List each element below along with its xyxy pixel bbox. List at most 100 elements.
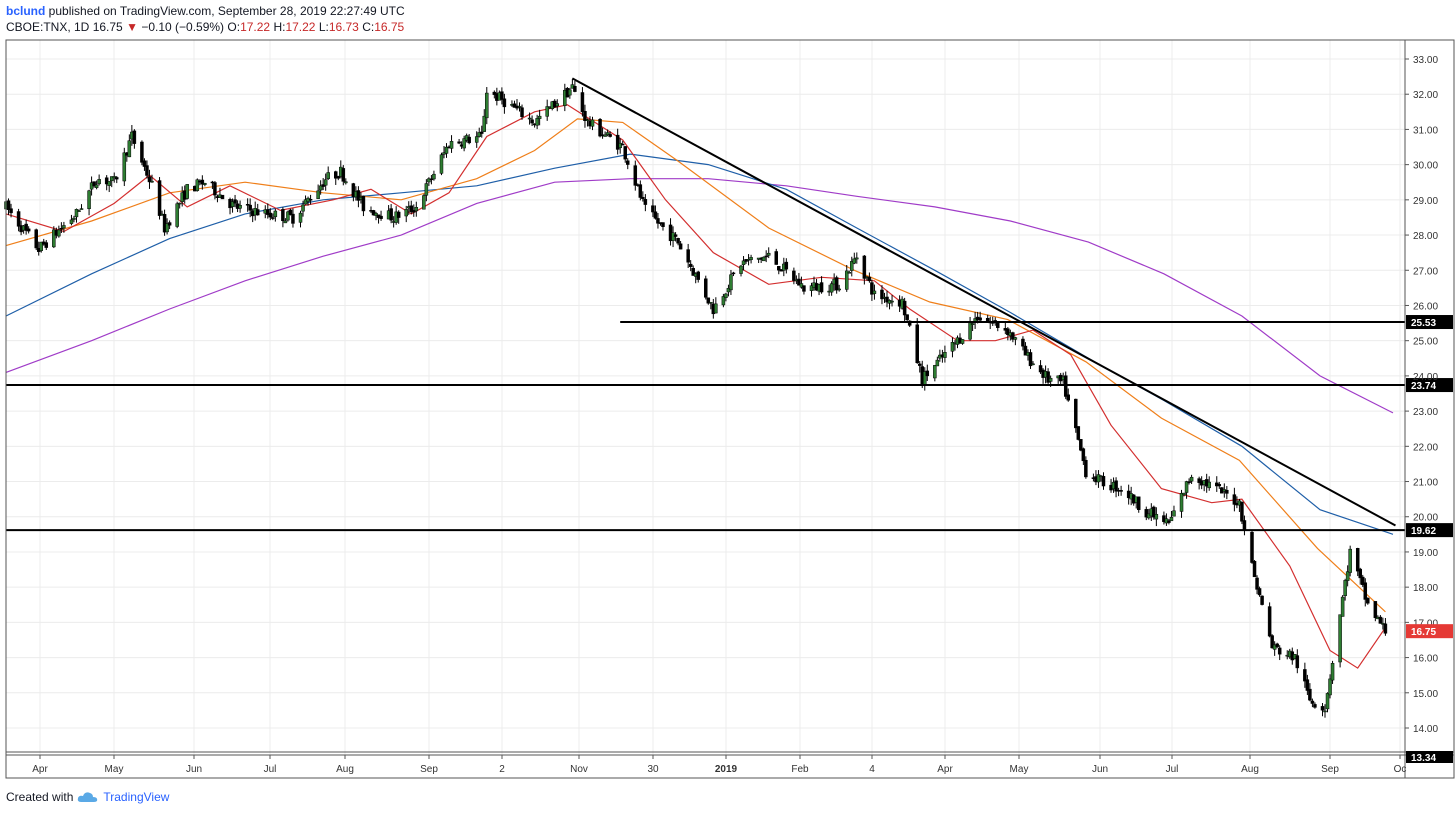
candle-body [777, 266, 781, 271]
last-price-label: 16.75 [1411, 627, 1436, 638]
candle-body [167, 222, 172, 226]
candle-body [512, 103, 517, 108]
candle-body [917, 363, 922, 366]
candle-body [709, 302, 713, 304]
candle-body [933, 365, 937, 379]
candle-body [766, 252, 771, 256]
candle-body [741, 260, 746, 266]
created-with-text: Created with [6, 790, 74, 804]
candle-body [590, 119, 595, 127]
candle-body [92, 181, 96, 187]
candle-body [175, 203, 179, 227]
candle-body [1270, 635, 1274, 649]
candle-body [915, 324, 919, 364]
candle-body [890, 300, 894, 303]
y-tick-label: 22.00 [1413, 442, 1438, 453]
candle-body [520, 107, 524, 118]
candle-body [726, 288, 731, 293]
candle-body [142, 160, 147, 167]
candle-body [1114, 480, 1118, 492]
y-tick-label: 17.00 [1413, 618, 1438, 629]
candle-body [107, 181, 111, 186]
candle-body [1152, 506, 1156, 518]
candle-body [960, 339, 965, 344]
candle-body [1313, 704, 1317, 708]
candle-body [809, 285, 814, 291]
candle-body [1031, 363, 1035, 366]
candle-body [467, 136, 471, 144]
candle-body [371, 210, 376, 216]
candle-body [1330, 663, 1335, 681]
candle-body [1267, 606, 1272, 637]
author-link[interactable]: bclund [6, 4, 46, 18]
candle-body [323, 179, 328, 186]
candle-body [449, 141, 454, 149]
candle-body [341, 168, 346, 182]
candle-body [764, 255, 768, 258]
candle-body [583, 111, 587, 121]
candle-body [1383, 623, 1388, 634]
candle-body [157, 180, 162, 216]
candle-body [653, 211, 658, 219]
symbol-info: CBOE:TNX, 1D 16.75 ▼ −0.10 (−0.59%) O:17… [6, 20, 404, 34]
candle-body [318, 185, 323, 191]
candle-body [535, 118, 539, 126]
candle-body [829, 283, 834, 293]
candle-body [1172, 510, 1176, 517]
candle-body [1189, 476, 1194, 482]
candles-layer [4, 79, 1388, 718]
low-label: L: [318, 20, 329, 34]
candle-body [474, 136, 479, 143]
candle-body [245, 204, 250, 206]
candle-body [361, 195, 366, 212]
publish-info: bclund published on TradingView.com, Sep… [6, 4, 405, 18]
y-tick-label: 28.00 [1413, 231, 1438, 242]
candle-body [1084, 459, 1088, 478]
candle-body [288, 209, 293, 215]
ma100-layer [5, 153, 1394, 535]
x-tick-label: Aug [336, 764, 354, 775]
ma20-line [5, 104, 1386, 669]
candle-body [1242, 520, 1247, 531]
tradingview-link[interactable]: TradingView [103, 790, 170, 804]
candle-body [427, 178, 431, 183]
y-tick-label: 18.00 [1413, 583, 1438, 594]
candle-body [1063, 375, 1068, 397]
candle-body [177, 202, 182, 205]
candle-body [94, 184, 99, 188]
axes-layer: 33.00 32.00 31.00 30.00 29.00 28.00 27.00 26.00… [32, 55, 1453, 775]
candle-body [905, 314, 909, 320]
candle-body [213, 182, 217, 196]
candle-body [1048, 377, 1053, 382]
candle-body [52, 229, 56, 248]
candle-body [432, 173, 436, 180]
candle-body [444, 146, 449, 154]
candle-body [39, 241, 43, 251]
x-tick-label: Sep [1321, 764, 1339, 775]
y-tick-label: 15.00 [1413, 689, 1438, 700]
level-tag-label: 23.74 [1411, 381, 1436, 392]
candle-body [1074, 398, 1078, 429]
candle-body [238, 204, 242, 209]
candle-body [308, 198, 313, 201]
candle-body [1373, 601, 1378, 619]
candle-body [1101, 476, 1106, 487]
candle-body [1361, 576, 1365, 585]
candle-body [321, 184, 325, 187]
candle-body [457, 141, 461, 144]
candle-body [132, 130, 137, 144]
candle-body [1257, 588, 1262, 596]
candle-body [233, 199, 237, 204]
candle-body [336, 176, 341, 179]
level-tag-label: 25.53 [1411, 318, 1436, 329]
candle-body [598, 118, 602, 137]
candle-body [568, 89, 572, 96]
candle-body [1013, 337, 1018, 340]
trendline [571, 77, 1396, 527]
candle-body [970, 323, 975, 325]
candle-body [784, 261, 789, 270]
candle-body [97, 179, 101, 185]
candle-body [195, 179, 200, 191]
candle-body [298, 212, 303, 223]
